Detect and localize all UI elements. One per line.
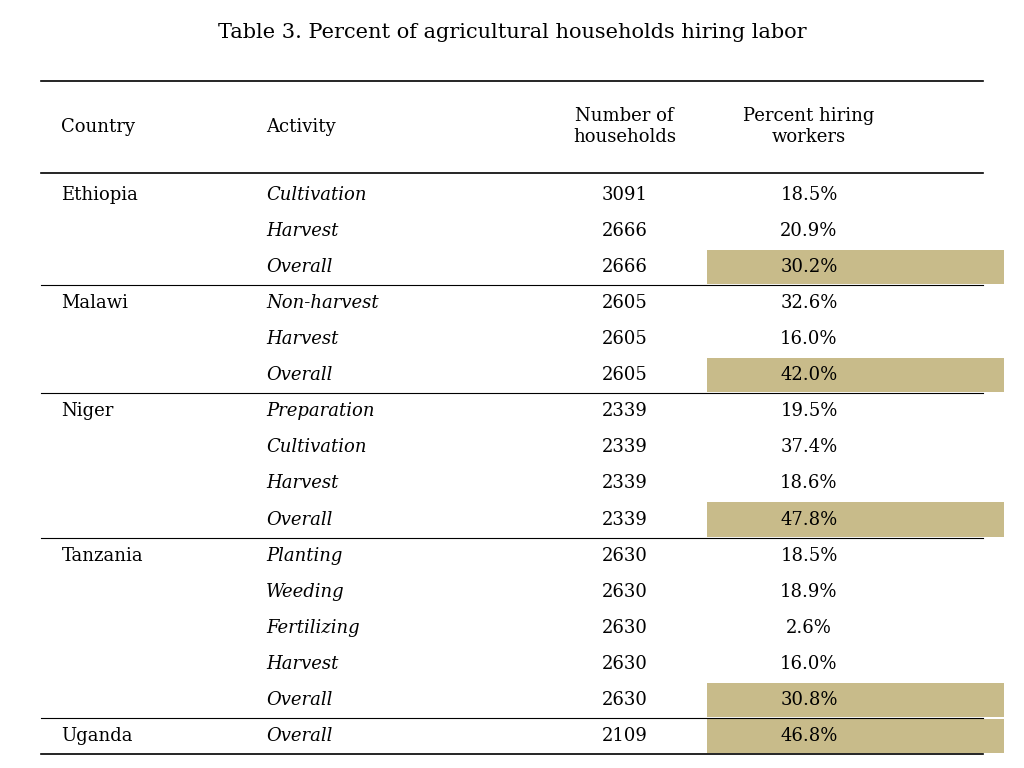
Text: 2630: 2630 (602, 547, 647, 564)
Text: Activity: Activity (266, 118, 336, 136)
Text: 2630: 2630 (602, 583, 647, 601)
Text: Preparation: Preparation (266, 402, 375, 420)
Text: Non-harvest: Non-harvest (266, 294, 379, 312)
Text: 19.5%: 19.5% (780, 402, 838, 420)
Text: Country: Country (61, 118, 135, 136)
Text: Ethiopia: Ethiopia (61, 186, 138, 204)
Text: 2666: 2666 (602, 258, 647, 276)
Text: Table 3. Percent of agricultural households hiring labor: Table 3. Percent of agricultural househo… (218, 23, 806, 42)
Text: Number of
households: Number of households (573, 108, 676, 146)
Text: Overall: Overall (266, 727, 333, 745)
Text: 32.6%: 32.6% (780, 294, 838, 312)
Text: 2109: 2109 (602, 727, 647, 745)
Text: 37.4%: 37.4% (780, 439, 838, 456)
Text: Overall: Overall (266, 366, 333, 384)
Text: Cultivation: Cultivation (266, 186, 367, 204)
Text: 2339: 2339 (602, 439, 647, 456)
Text: 2.6%: 2.6% (786, 619, 831, 637)
Text: 30.2%: 30.2% (780, 258, 838, 276)
Text: 18.5%: 18.5% (780, 547, 838, 564)
Text: 30.8%: 30.8% (780, 691, 838, 709)
Text: 2630: 2630 (602, 619, 647, 637)
Text: 3091: 3091 (602, 186, 647, 204)
Text: Percent hiring
workers: Percent hiring workers (743, 108, 874, 146)
Text: Cultivation: Cultivation (266, 439, 367, 456)
Text: Tanzania: Tanzania (61, 547, 143, 564)
Text: 2630: 2630 (602, 655, 647, 673)
Bar (707, 502, 1004, 537)
Text: 47.8%: 47.8% (780, 511, 838, 528)
Text: Weeding: Weeding (266, 583, 345, 601)
Text: Harvest: Harvest (266, 655, 339, 673)
Text: Harvest: Harvest (266, 222, 339, 240)
Text: Uganda: Uganda (61, 727, 133, 745)
Text: 18.6%: 18.6% (780, 475, 838, 492)
Bar (707, 683, 1004, 717)
Text: 2339: 2339 (602, 402, 647, 420)
Text: 16.0%: 16.0% (780, 655, 838, 673)
Text: Niger: Niger (61, 402, 114, 420)
Text: Overall: Overall (266, 511, 333, 528)
Bar (707, 358, 1004, 392)
Text: 18.5%: 18.5% (780, 186, 838, 204)
Text: Fertilizing: Fertilizing (266, 619, 359, 637)
Text: 2666: 2666 (602, 222, 647, 240)
Text: 2339: 2339 (602, 511, 647, 528)
Text: Planting: Planting (266, 547, 343, 564)
Text: Overall: Overall (266, 258, 333, 276)
Text: Overall: Overall (266, 691, 333, 709)
Text: 2339: 2339 (602, 475, 647, 492)
Text: 42.0%: 42.0% (780, 366, 838, 384)
Bar (707, 719, 1004, 753)
Bar (707, 250, 1004, 284)
Text: 16.0%: 16.0% (780, 330, 838, 348)
Text: 2605: 2605 (602, 294, 647, 312)
Text: 2605: 2605 (602, 330, 647, 348)
Text: Malawi: Malawi (61, 294, 128, 312)
Text: 18.9%: 18.9% (780, 583, 838, 601)
Text: Harvest: Harvest (266, 475, 339, 492)
Text: 46.8%: 46.8% (780, 727, 838, 745)
Text: 2630: 2630 (602, 691, 647, 709)
Text: 20.9%: 20.9% (780, 222, 838, 240)
Text: Harvest: Harvest (266, 330, 339, 348)
Text: 2605: 2605 (602, 366, 647, 384)
